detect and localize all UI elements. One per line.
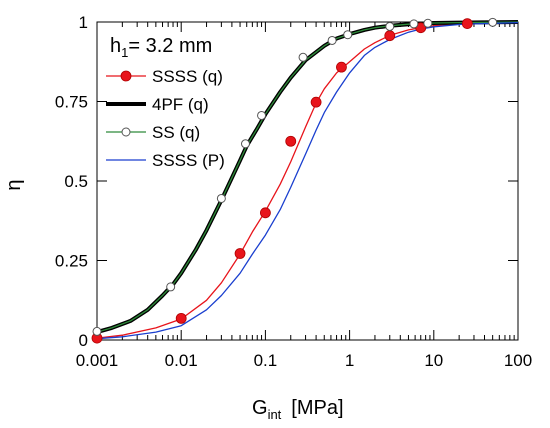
legend-marker-2 bbox=[121, 127, 131, 137]
data-point-0 bbox=[384, 30, 396, 42]
annotation-thickness: h1= 3.2 mm bbox=[110, 35, 212, 60]
data-point-2 bbox=[343, 30, 353, 40]
y-tick-label: 0.75 bbox=[55, 93, 88, 112]
x-axis-label: Gint [MPa] bbox=[252, 397, 344, 422]
data-point-0 bbox=[461, 18, 473, 29]
svg-text:h1= 3.2 mm: h1= 3.2 mm bbox=[110, 35, 212, 60]
svg-text:Gint[MPa]: Gint [MPa] bbox=[252, 397, 344, 422]
annotation-subscript: 1 bbox=[121, 45, 128, 60]
data-point-2 bbox=[216, 193, 226, 203]
x-tick-label: 0.01 bbox=[165, 351, 198, 370]
data-point-0 bbox=[336, 61, 347, 73]
plot-layer: 0.001 0.01 0.1 1 10 100 0 0.25 0.5 0.75 1 bbox=[55, 13, 532, 370]
y-tick-label: 0.5 bbox=[64, 172, 88, 191]
data-point-0 bbox=[285, 135, 297, 147]
data-point-0 bbox=[310, 96, 322, 108]
legend-marker-0 bbox=[120, 70, 132, 82]
series-line-3 bbox=[96, 21, 519, 340]
legend-label-0: SSSS (q) bbox=[152, 67, 223, 86]
data-point-2 bbox=[423, 18, 433, 28]
data-point-2 bbox=[385, 21, 395, 31]
x-axis-label-subscript: int bbox=[268, 407, 282, 422]
annotation-value: = 3.2 mm bbox=[128, 35, 212, 57]
data-point-2 bbox=[166, 282, 176, 292]
x-tick-label: 0.1 bbox=[254, 351, 278, 370]
data-point-2 bbox=[257, 110, 267, 120]
data-point-2 bbox=[298, 52, 308, 62]
y-tick-label: 1 bbox=[79, 13, 88, 32]
series-line-0 bbox=[96, 21, 519, 339]
legend-label-2: SS (q) bbox=[152, 123, 200, 142]
legend-label-3: SSSS (P) bbox=[152, 151, 225, 170]
annotation-h: h bbox=[110, 35, 121, 57]
data-point-2 bbox=[92, 326, 102, 336]
data-point-0 bbox=[234, 248, 246, 259]
x-axis-label-unit: [MPa] bbox=[291, 397, 343, 419]
y-tick-label: 0.25 bbox=[55, 252, 88, 271]
data-point-0 bbox=[175, 312, 187, 324]
data-point-2 bbox=[488, 17, 498, 27]
data-point-2 bbox=[240, 139, 250, 149]
x-tick-label: 1 bbox=[345, 351, 354, 370]
x-tick-label: 10 bbox=[424, 351, 443, 370]
x-axis-label-main: G bbox=[252, 397, 268, 419]
data-point-0 bbox=[259, 207, 271, 219]
x-tick-label: 0.001 bbox=[76, 351, 119, 370]
y-tick-label: 0 bbox=[79, 331, 88, 350]
data-point-2 bbox=[327, 35, 337, 45]
x-tick-label: 100 bbox=[504, 351, 532, 370]
legend: SSSS (q) 4PF (q) SS (q) SSSS (P) bbox=[106, 67, 225, 170]
y-axis-label: η bbox=[3, 179, 25, 190]
legend-label-1: 4PF (q) bbox=[152, 95, 209, 114]
data-point-2 bbox=[409, 19, 419, 29]
